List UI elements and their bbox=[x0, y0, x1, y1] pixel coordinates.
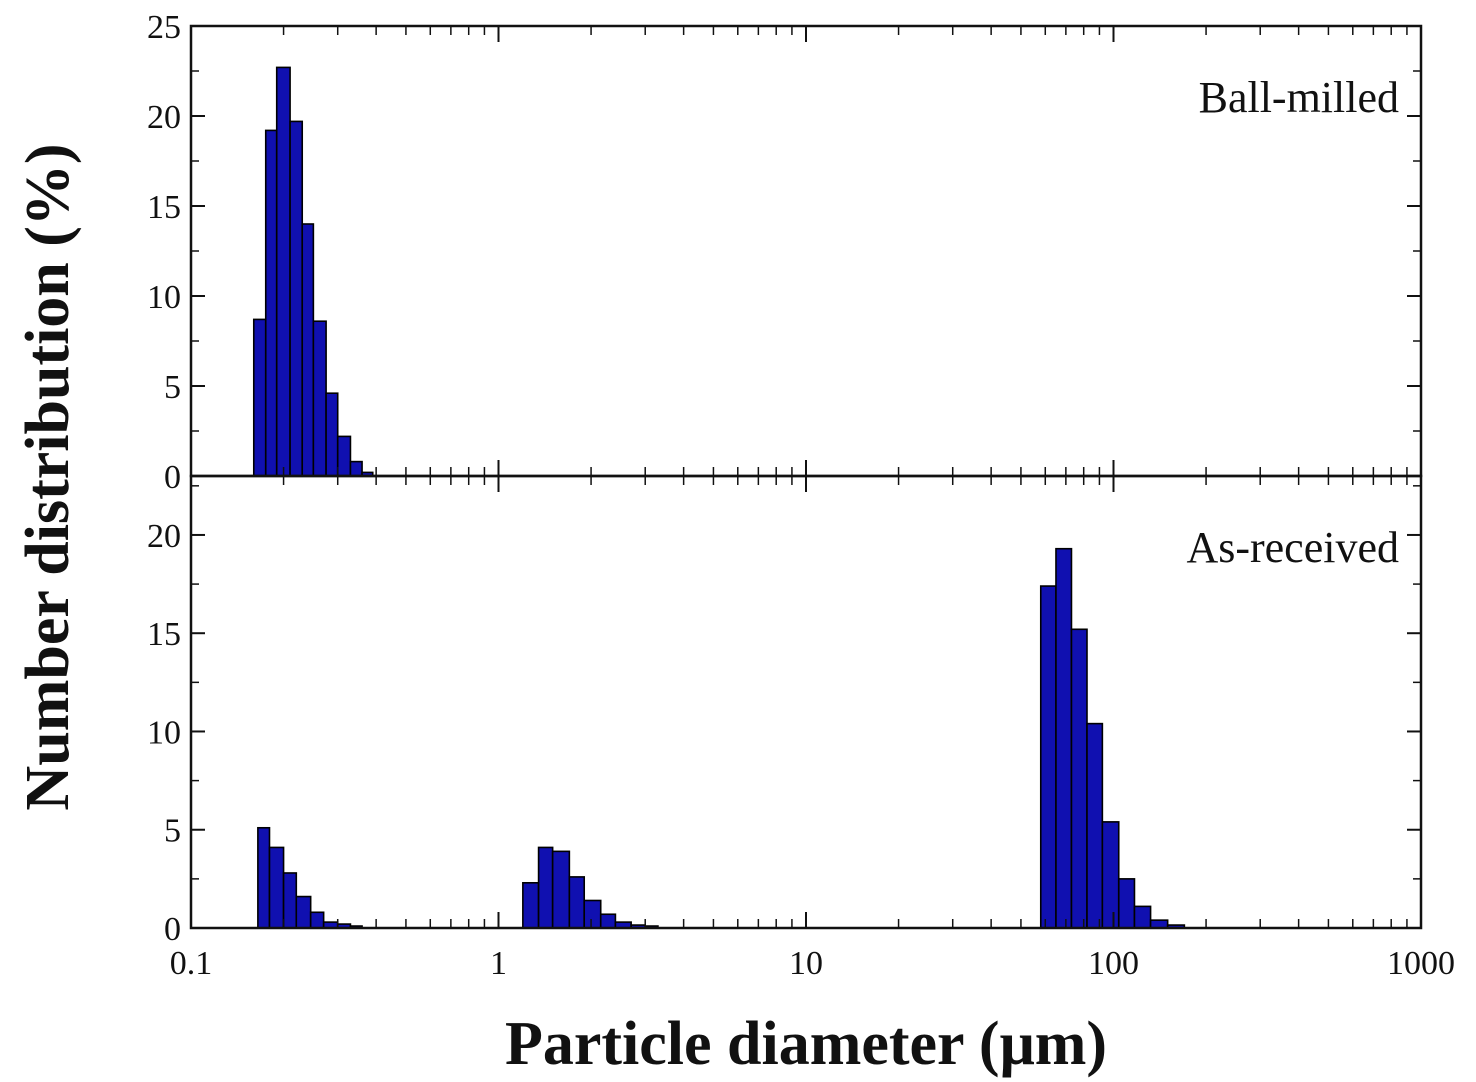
x-tick-label-1000: 1000 bbox=[1387, 945, 1455, 982]
x-tick-label-0.1: 0.1 bbox=[170, 945, 213, 982]
bar-as-received-9 bbox=[537, 846, 554, 929]
y-tick-label-ball-milled-25: 25 bbox=[147, 9, 181, 46]
bar-ball-milled-4 bbox=[301, 223, 315, 477]
bar-ball-milled-5 bbox=[312, 320, 327, 477]
panel-label-as-received: As-received bbox=[1186, 523, 1399, 572]
y-tick-label-ball-milled-0: 0 bbox=[164, 459, 181, 496]
y-tick-label-ball-milled-5: 5 bbox=[164, 369, 181, 406]
bar-as-received-10 bbox=[551, 850, 571, 929]
bar-ball-milled-8 bbox=[349, 460, 363, 477]
y-axis-title: Number distribution (%) bbox=[14, 143, 82, 810]
bar-as-received-11 bbox=[568, 876, 586, 929]
bar-as-received-1 bbox=[268, 846, 285, 929]
y-tick-label-as-received-20: 20 bbox=[147, 518, 181, 555]
panel-as-received: 0 5 10 15 20 As-received bbox=[147, 474, 1423, 948]
bar-as-received-13 bbox=[599, 913, 617, 929]
panel-ball-milled: 0 5 10 15 20 25 Ball-milled bbox=[147, 9, 1423, 496]
bar-as-received-18 bbox=[1055, 547, 1073, 929]
bar-as-received-4 bbox=[309, 911, 325, 929]
bar-ball-milled-3 bbox=[289, 120, 304, 477]
bar-as-received-22 bbox=[1117, 878, 1136, 929]
ticks-ball-milled: 0 5 10 15 20 25 bbox=[147, 9, 1421, 496]
y-tick-label-ball-milled-10: 10 bbox=[147, 279, 181, 316]
bar-ball-milled-6 bbox=[325, 392, 339, 477]
y-tick-label-ball-milled-20: 20 bbox=[147, 99, 181, 136]
bar-as-received-12 bbox=[583, 899, 602, 929]
bar-as-received-19 bbox=[1070, 628, 1088, 929]
bar-as-received-20 bbox=[1086, 722, 1104, 929]
bar-as-received-21 bbox=[1101, 821, 1120, 929]
bar-as-received-2 bbox=[282, 872, 298, 929]
x-axis-title: Particle diameter (μm) bbox=[505, 1010, 1107, 1078]
bar-ball-milled-0 bbox=[252, 318, 267, 477]
bar-ball-milled-2 bbox=[275, 66, 291, 477]
x-tick-label-10: 10 bbox=[789, 945, 823, 982]
bar-as-received-23 bbox=[1133, 905, 1152, 929]
y-tick-label-as-received-0: 0 bbox=[164, 911, 181, 948]
y-tick-label-as-received-10: 10 bbox=[147, 714, 181, 751]
bar-ball-milled-7 bbox=[336, 435, 352, 477]
bar-as-received-17 bbox=[1039, 585, 1057, 929]
x-tick-labels: 0.1 1 10 100 1000 bbox=[170, 945, 1455, 982]
x-tick-label-100: 100 bbox=[1088, 945, 1139, 982]
bars-ball-milled bbox=[252, 66, 374, 477]
x-tick-label-1: 1 bbox=[490, 945, 507, 982]
y-tick-label-as-received-15: 15 bbox=[147, 616, 181, 653]
ticks-as-received: 0 5 10 15 20 bbox=[147, 476, 1421, 948]
y-tick-label-as-received-5: 5 bbox=[164, 813, 181, 850]
bar-as-received-3 bbox=[295, 895, 312, 929]
bar-as-received-8 bbox=[522, 881, 540, 929]
bar-as-received-0 bbox=[257, 826, 271, 929]
bar-ball-milled-1 bbox=[264, 129, 278, 477]
bars-as-received bbox=[257, 547, 1186, 929]
y-tick-label-ball-milled-15: 15 bbox=[147, 189, 181, 226]
panel-label-ball-milled: Ball-milled bbox=[1199, 73, 1399, 122]
